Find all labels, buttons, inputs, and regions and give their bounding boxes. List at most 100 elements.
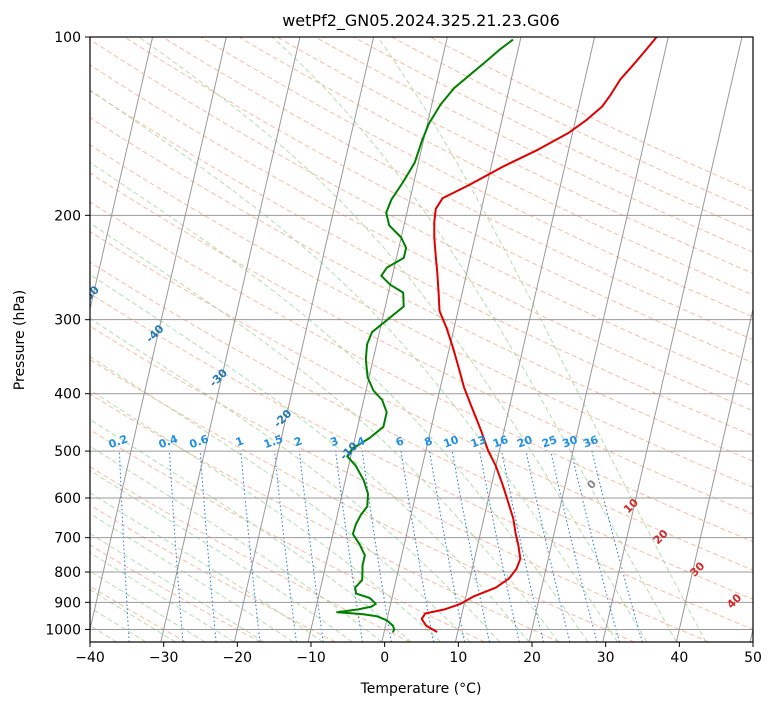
moist-adiabat-line <box>90 492 324 642</box>
x-tick-label: 20 <box>523 650 541 666</box>
mixing-ratio-line <box>274 451 297 642</box>
dry-adiabat-line <box>90 144 753 488</box>
moist-adiabat-line <box>90 222 559 642</box>
dry-adiabat-line <box>90 38 753 388</box>
mixing-ratio-label: 4 <box>355 434 367 449</box>
mixing-ratio-line <box>525 451 571 642</box>
dry-adiabat-line <box>353 37 753 233</box>
dry-adiabat-line <box>90 231 753 571</box>
moist-adiabat-line <box>90 445 383 642</box>
dry-adiabat-line <box>90 293 753 630</box>
y-tick-label: 900 <box>54 595 81 611</box>
isotherm-line <box>454 37 596 642</box>
mixing-ratio-label: 0.6 <box>188 432 211 451</box>
dry-adiabat-line <box>315 37 753 253</box>
y-tick-label: 800 <box>54 565 81 581</box>
moist-adiabat-line <box>90 89 618 642</box>
temperature-profile <box>420 37 658 633</box>
mixing-ratio-label: 16 <box>491 433 510 451</box>
isotherm-line <box>160 37 301 642</box>
dry-adiabat-line <box>238 37 753 296</box>
x-tick-label: −40 <box>75 650 105 666</box>
mixing-ratio-line <box>400 451 434 642</box>
moist-adiabat-label: -60 <box>14 242 37 265</box>
mixing-ratio-label: 30 <box>561 433 580 451</box>
isotherm-line <box>90 37 154 312</box>
moist-adiabat-label: -20 <box>271 407 294 430</box>
isotherm-line <box>528 37 669 642</box>
dry-adiabat-line <box>90 117 753 462</box>
mixing-ratio-line <box>361 451 392 642</box>
mixing-ratio-label: 0.2 <box>107 432 130 451</box>
moist-adiabat-line <box>90 317 500 642</box>
dry-adiabat-line <box>90 504 336 642</box>
isotherm-line <box>675 306 753 642</box>
y-tick-label: 400 <box>54 387 81 403</box>
y-tick-label: 600 <box>54 491 81 507</box>
moist-adiabat-line <box>138 37 648 642</box>
y-tick-label: 300 <box>54 313 81 329</box>
mixing-ratio-label: 2 <box>292 434 304 449</box>
dewpoint-profile <box>336 38 514 633</box>
mixing-ratio-line <box>429 451 466 642</box>
mixing-ratio-line <box>501 451 544 642</box>
dry-adiabat-line <box>90 544 261 642</box>
mixing-ratio-label: 1 <box>234 434 246 449</box>
dry-adiabat-line <box>391 37 753 212</box>
moist-adiabat-line <box>90 552 235 642</box>
mixing-ratio-line <box>479 451 520 642</box>
dry-adiabat-line <box>90 466 411 642</box>
y-tick-label: 100 <box>54 30 81 46</box>
dry-adiabat-line <box>90 201 753 543</box>
mixing-ratio-label: 20 <box>515 433 534 451</box>
dry-adiabat-line <box>200 37 753 318</box>
mixing-ratio-line <box>591 450 643 642</box>
x-tick-label: 40 <box>670 650 688 666</box>
mixing-ratio-label: 8 <box>423 434 435 449</box>
y-axis-label: Pressure (hPa) <box>12 290 28 390</box>
mixing-ratio-line <box>298 451 324 642</box>
y-tick-label: 1000 <box>45 622 81 638</box>
moist-adiabat-line <box>90 389 442 642</box>
mixing-ratio-label: 1.5 <box>262 432 285 451</box>
moist-adiabat-label: -40 <box>143 322 166 345</box>
chart-title: wetPf2_GN05.2024.325.21.23.G06 <box>282 11 560 31</box>
dry-adiabat-line <box>90 90 753 437</box>
isotherm-line <box>0 37 5 642</box>
y-tick-label: 700 <box>54 531 81 547</box>
x-tick-label: −10 <box>296 650 326 666</box>
mixing-ratio-label: 36 <box>581 433 600 451</box>
mixing-ratio-label: 13 <box>469 433 488 450</box>
dry-adiabat-line <box>90 172 753 515</box>
dry-adiabat-line <box>429 37 753 192</box>
dry-adiabat-line <box>90 64 753 412</box>
moist-adiabat-line <box>90 588 176 642</box>
moist-adiabat-line <box>90 161 589 642</box>
plot-frame <box>89 36 754 643</box>
moist-adiabat-line <box>90 273 530 642</box>
x-tick-label: 50 <box>744 650 762 666</box>
moist-adiabat-line <box>90 469 353 642</box>
mixing-ratio-line <box>451 451 490 642</box>
x-tick-label: −30 <box>149 650 179 666</box>
x-tick-label: 10 <box>449 650 467 666</box>
dry-adiabat-label: 20 <box>651 527 671 547</box>
dry-adiabat-line <box>90 393 560 642</box>
dry-adiabat-line <box>90 429 485 642</box>
x-tick-label: 30 <box>597 650 615 666</box>
dry-adiabat-label: 30 <box>687 559 707 579</box>
mixing-ratio-line <box>550 450 598 642</box>
moist-adiabat-line <box>90 570 206 642</box>
moist-adiabat-label: -30 <box>207 366 230 389</box>
mixing-ratio-label: 25 <box>540 433 559 450</box>
isotherm-line <box>602 37 743 642</box>
dry-adiabat-label: 10 <box>621 496 641 516</box>
y-tick-label: 200 <box>54 208 81 224</box>
mixing-ratio-label: 10 <box>442 433 461 451</box>
dry-adiabat-line <box>124 37 753 364</box>
y-tick-label: 500 <box>54 444 81 460</box>
dry-adiabat-label: 0 <box>584 477 599 492</box>
mixing-ratio-label: 6 <box>394 434 406 449</box>
mixing-ratio-label: 3 <box>329 434 341 449</box>
